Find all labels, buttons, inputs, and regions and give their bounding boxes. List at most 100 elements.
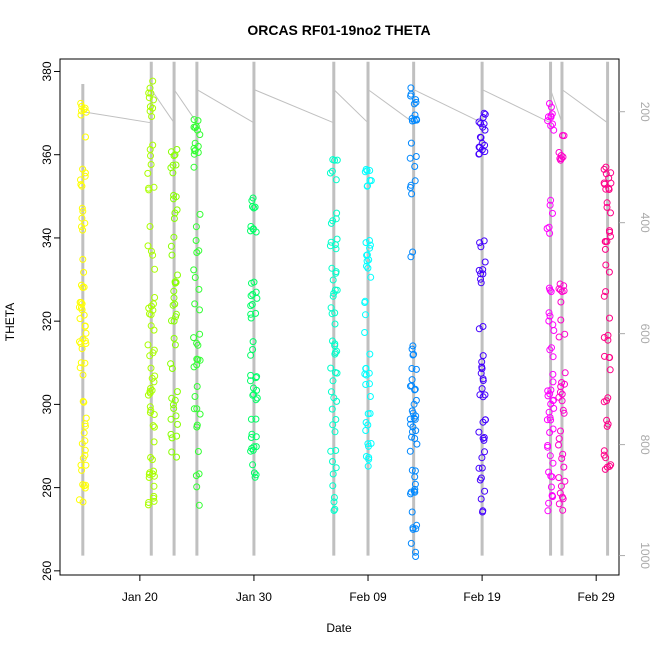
theta-point (546, 312, 554, 320)
theta-point (412, 365, 420, 373)
theta-point (412, 396, 420, 404)
theta-point (249, 225, 257, 233)
theta-point (147, 89, 155, 97)
theta-point (81, 446, 89, 454)
theta-point (190, 163, 198, 171)
y-tick-label: 300 (40, 394, 54, 414)
theta-point (407, 139, 415, 147)
theta-point (544, 442, 552, 449)
theta-point (412, 153, 420, 160)
theta-point (480, 237, 488, 245)
theta-point (247, 302, 255, 310)
theta-point (330, 289, 338, 297)
plot-frame (59, 58, 620, 576)
theta-point (479, 352, 487, 360)
theta-point (247, 377, 254, 385)
theta-point (548, 492, 556, 499)
data-points (75, 77, 615, 560)
theta-point (364, 462, 372, 470)
theta-point (78, 214, 86, 222)
theta-point (408, 376, 416, 384)
y-tick-label: 380 (40, 61, 54, 81)
x-tick-label: Feb 09 (349, 590, 387, 604)
theta-point (406, 415, 414, 423)
theta-point (556, 489, 564, 497)
theta-point (82, 461, 90, 469)
theta-point (480, 109, 488, 117)
theta-point (603, 203, 611, 211)
theta-point (173, 206, 181, 214)
pressure-tick-label: 1000 (638, 542, 650, 569)
theta-point (249, 461, 257, 469)
theta-point (408, 428, 416, 436)
theta-point (79, 255, 87, 263)
theta-point (556, 280, 564, 288)
theta-point (550, 404, 558, 412)
theta-point (82, 414, 90, 422)
theta-point (191, 393, 199, 400)
theta-point (366, 241, 374, 249)
theta-point (170, 215, 178, 222)
theta-point (170, 334, 178, 342)
theta-point (252, 433, 260, 441)
theta-point (250, 384, 257, 392)
theta-point (412, 427, 420, 435)
theta-point (75, 496, 83, 504)
theta-point (409, 342, 417, 350)
theta-point (476, 133, 484, 141)
theta-point (145, 94, 153, 102)
theta-point (81, 359, 89, 367)
theta-point (81, 422, 89, 430)
theta-point (411, 488, 419, 496)
theta-point (546, 100, 553, 107)
theta-point (144, 169, 152, 177)
pressure-connector (413, 89, 483, 124)
theta-point (150, 423, 158, 431)
theta-point (362, 365, 370, 373)
theta-point (364, 410, 372, 418)
theta-point (150, 300, 157, 308)
theta-point (193, 249, 201, 256)
theta-point (172, 193, 180, 201)
theta-point (365, 454, 373, 461)
theta-point (412, 553, 420, 560)
theta-point (331, 505, 339, 513)
theta-point (329, 458, 336, 465)
theta-point (602, 288, 610, 296)
theta-point (77, 461, 85, 469)
theta-point (79, 481, 87, 489)
theta-point (248, 279, 255, 287)
theta-point (607, 209, 614, 217)
theta-point (171, 341, 179, 349)
theta-point (193, 361, 201, 369)
theta-point (365, 369, 373, 377)
theta-point (171, 396, 179, 404)
theta-point (329, 276, 337, 284)
theta-point (149, 422, 157, 430)
theta-point (150, 497, 158, 505)
theta-point (330, 394, 338, 402)
theta-point (407, 382, 414, 390)
theta-point (479, 377, 487, 384)
theta-point (561, 330, 569, 338)
theta-point (193, 383, 201, 390)
theta-point (547, 386, 555, 394)
theta-point (478, 454, 486, 462)
x-tick-label: Jan 30 (236, 590, 272, 604)
theta-point (365, 442, 372, 450)
theta-point (172, 161, 180, 169)
theta-point (329, 421, 337, 429)
theta-point (148, 386, 156, 394)
theta-point (327, 447, 335, 455)
theta-point (82, 329, 90, 337)
theta-point (549, 209, 556, 217)
theta-point (329, 217, 337, 225)
y-tick-label: 320 (40, 311, 54, 331)
theta-point (561, 380, 568, 388)
theta-point (330, 494, 338, 501)
theta-point (557, 316, 565, 324)
theta-point (82, 481, 90, 489)
theta-point (600, 334, 608, 341)
theta-point (79, 335, 87, 343)
theta-point (80, 398, 88, 406)
